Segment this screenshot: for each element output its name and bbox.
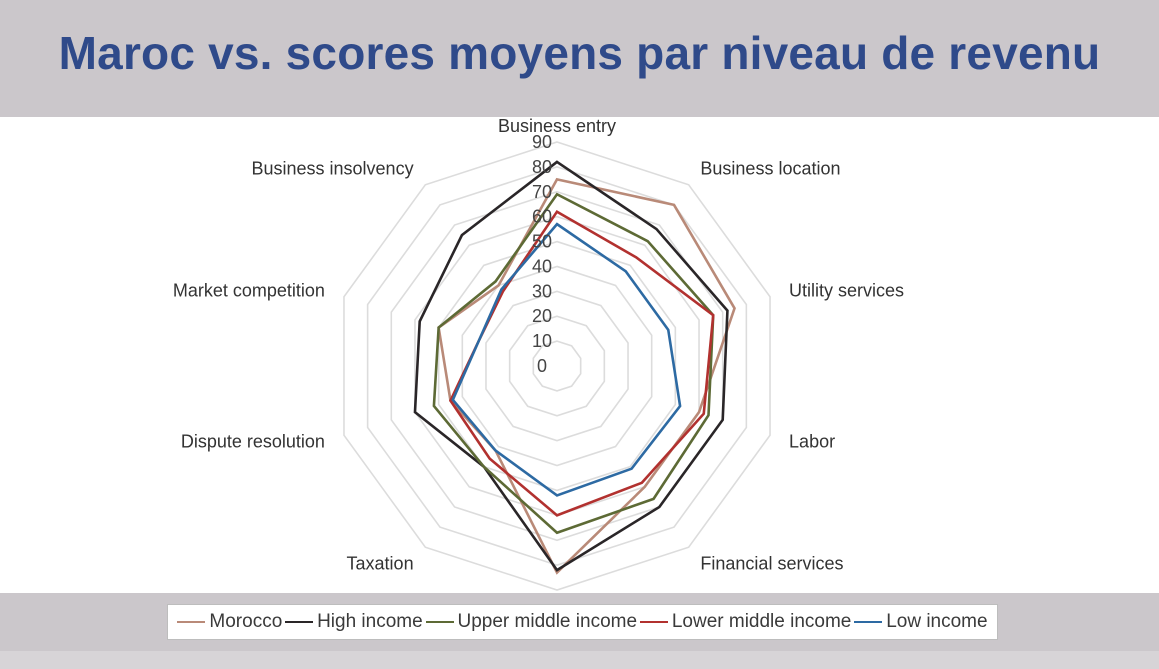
axis-label: Taxation [347, 553, 414, 573]
grid-ring [485, 290, 629, 442]
legend-label: Upper middle income [457, 611, 638, 632]
radar-chart-svg: 0 10 20 30 40 50 60 70 80 90 Business entry Busine… [0, 116, 1159, 620]
radar-series [413, 160, 736, 575]
legend-item: Lower middle income [639, 611, 852, 633]
legend-item: Morocco [177, 611, 282, 633]
axis-label: Business insolvency [251, 159, 413, 179]
radial-tick-label: 50 [532, 232, 552, 252]
legend-label: Morocco [209, 611, 283, 632]
grid-ring [532, 340, 582, 392]
series-line-upper-middle-income [432, 192, 715, 535]
radial-tick-label: 60 [532, 207, 552, 227]
radial-tick-label: 20 [532, 306, 552, 326]
page-title: Maroc vs. scores moyens par niveau de re… [58, 27, 1101, 79]
legend: Morocco High income Upper middle income Low… [167, 604, 998, 640]
legend-label: Low income [886, 611, 988, 632]
legend-label: High income [317, 611, 423, 632]
legend-label: Lower middle income [671, 611, 852, 632]
grid-ring [343, 141, 771, 591]
axis-label: Business entry [498, 117, 616, 136]
series-line-morocco [437, 177, 736, 575]
series-line-low-income [451, 222, 682, 497]
legend-swatch [639, 621, 668, 623]
grid-ring [437, 240, 677, 492]
axis-label: Market competition [173, 281, 325, 301]
legend-item: Upper middle income [425, 611, 638, 633]
radial-tick-label: 0 [537, 356, 547, 376]
radial-tick-label: 80 [532, 157, 552, 177]
legend-swatch [177, 621, 206, 623]
radial-tick-label: 40 [532, 256, 552, 276]
legend-swatch [285, 621, 314, 623]
legend-item: High income [285, 611, 423, 633]
radial-tick-label: 70 [532, 182, 552, 202]
bottom-strip [0, 651, 1159, 669]
legend-item: Low income [854, 611, 988, 633]
axis-label: Business location [700, 159, 840, 179]
radar-chart: 0 10 20 30 40 50 60 70 80 90 Business entry Busine… [0, 116, 1159, 620]
grid-ring [390, 190, 724, 542]
axis-label: Utility services [789, 281, 904, 301]
axis-label: Dispute resolution [181, 431, 325, 451]
series-line-high-income [413, 160, 729, 572]
radial-tick-label: 30 [532, 281, 552, 301]
grid-ring [508, 315, 606, 417]
legend-swatch [854, 621, 883, 623]
radial-tick-label: 90 [532, 132, 552, 152]
axis-label: Labor [789, 431, 835, 451]
axis-label: Financial services [700, 553, 843, 573]
grid-ring [461, 265, 653, 467]
radial-tick-labels: 0 10 20 30 40 50 60 70 80 90 [532, 132, 552, 376]
chart-background [0, 117, 1159, 593]
grid-ring [366, 166, 748, 566]
legend-swatch [425, 621, 454, 623]
radial-tick-label: 10 [532, 331, 552, 351]
